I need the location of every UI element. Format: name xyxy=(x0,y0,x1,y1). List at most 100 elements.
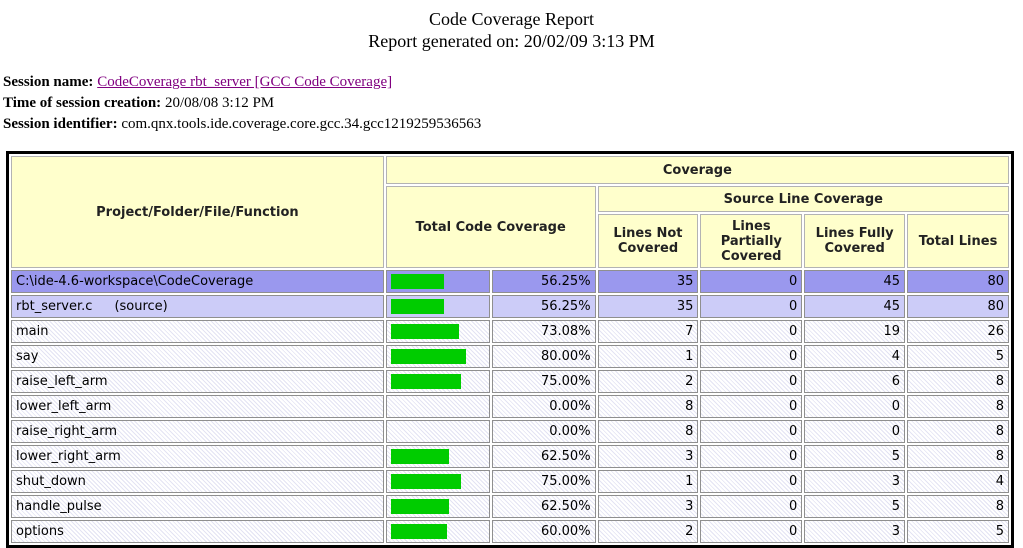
session-name-link[interactable]: CodeCoverage rbt_server [GCC Code Covera… xyxy=(97,74,393,90)
row-name-cell: raise_right_arm xyxy=(11,420,384,443)
table-row: options 60.00% 2 0 3 5 xyxy=(11,520,1009,543)
coverage-bar xyxy=(390,324,460,339)
lines-not-covered-cell: 3 xyxy=(597,495,699,518)
lines-not-covered-cell: 2 xyxy=(597,370,699,393)
row-name-text: raise_left_arm xyxy=(16,374,108,389)
row-name-text: rbt_server.c xyxy=(16,299,93,314)
coverage-bar-cell xyxy=(385,395,490,418)
column-header-total-lines: Total Lines xyxy=(907,214,1009,268)
total-lines-cell: 8 xyxy=(907,420,1009,443)
coverage-percent-cell: 75.00% xyxy=(491,370,596,393)
coverage-bar-cell xyxy=(385,320,490,343)
coverage-bar xyxy=(390,274,444,289)
row-name-cell: C:\ide-4.6-workspace\CodeCoverage xyxy=(11,270,384,293)
lines-partially-covered-cell: 0 xyxy=(700,395,803,418)
row-name-text: shut_down xyxy=(16,474,86,489)
row-name-cell: main xyxy=(11,320,384,343)
lines-partially-covered-cell: 0 xyxy=(700,420,803,443)
coverage-bar-cell xyxy=(385,470,490,493)
lines-fully-covered-cell: 3 xyxy=(804,470,906,493)
table-row: main 73.08% 7 0 19 26 xyxy=(11,320,1009,343)
session-name-line: Session name: CodeCoverage rbt_server [G… xyxy=(3,72,1023,93)
lines-fully-covered-cell: 45 xyxy=(804,295,906,318)
row-name-text: main xyxy=(16,324,49,339)
total-lines-cell: 80 xyxy=(907,270,1009,293)
lines-partially-covered-cell: 0 xyxy=(700,370,803,393)
total-lines-cell: 8 xyxy=(907,495,1009,518)
coverage-percent-cell: 62.50% xyxy=(491,445,596,468)
total-lines-cell: 5 xyxy=(907,345,1009,368)
coverage-table-header: Project/Folder/File/Function Coverage To… xyxy=(11,156,1009,268)
column-header-lines-partially-covered: Lines Partially Covered xyxy=(700,214,803,268)
total-lines-cell: 80 xyxy=(907,295,1009,318)
lines-fully-covered-cell: 0 xyxy=(804,420,906,443)
page-title: Code Coverage Report xyxy=(429,9,594,29)
coverage-bar xyxy=(390,349,466,364)
lines-fully-covered-cell: 5 xyxy=(804,445,906,468)
coverage-bar-cell xyxy=(385,420,490,443)
column-header-lines-not-covered: Lines Not Covered xyxy=(597,214,699,268)
lines-fully-covered-cell: 6 xyxy=(804,370,906,393)
coverage-percent-cell: 80.00% xyxy=(491,345,596,368)
coverage-bar xyxy=(390,524,448,539)
lines-fully-covered-cell: 5 xyxy=(804,495,906,518)
row-suffix-text: (source) xyxy=(114,299,168,314)
row-name-text: say xyxy=(16,349,39,364)
coverage-percent-cell: 73.08% xyxy=(491,320,596,343)
lines-not-covered-cell: 8 xyxy=(597,395,699,418)
coverage-bar xyxy=(390,449,450,464)
session-identifier-value: com.qnx.tools.ide.coverage.core.gcc.34.g… xyxy=(121,116,482,132)
table-row: lower_right_arm 62.50% 3 0 5 8 xyxy=(11,445,1009,468)
lines-partially-covered-cell: 0 xyxy=(700,470,803,493)
coverage-bar-cell xyxy=(385,370,490,393)
coverage-bar xyxy=(390,499,450,514)
table-row: handle_pulse 62.50% 3 0 5 8 xyxy=(11,495,1009,518)
session-creation-label: Time of session creation: xyxy=(3,95,162,111)
lines-not-covered-cell: 1 xyxy=(597,345,699,368)
row-name-cell: raise_left_arm xyxy=(11,370,384,393)
coverage-bar-cell xyxy=(385,345,490,368)
lines-not-covered-cell: 35 xyxy=(597,270,699,293)
coverage-percent-cell: 0.00% xyxy=(491,420,596,443)
session-creation-line: Time of session creation: 20/08/08 3:12 … xyxy=(3,93,1023,114)
lines-not-covered-cell: 3 xyxy=(597,445,699,468)
row-name-text: options xyxy=(16,524,64,539)
total-lines-cell: 5 xyxy=(907,520,1009,543)
coverage-bar-cell xyxy=(385,295,490,318)
table-row: raise_left_arm 75.00% 2 0 6 8 xyxy=(11,370,1009,393)
row-name-text: lower_left_arm xyxy=(16,399,112,414)
coverage-bar-cell xyxy=(385,520,490,543)
table-row: lower_left_arm 0.00% 8 0 0 8 xyxy=(11,395,1009,418)
row-name-cell: say xyxy=(11,345,384,368)
session-info: Session name: CodeCoverage rbt_server [G… xyxy=(3,72,1023,135)
table-row: shut_down 75.00% 1 0 3 4 xyxy=(11,470,1009,493)
session-creation-value: 20/08/08 3:12 PM xyxy=(164,95,275,111)
row-name-cell: lower_right_arm xyxy=(11,445,384,468)
coverage-bar xyxy=(390,374,462,389)
column-header-total-code-coverage: Total Code Coverage xyxy=(385,186,596,268)
coverage-percent-cell: 75.00% xyxy=(491,470,596,493)
lines-fully-covered-cell: 19 xyxy=(804,320,906,343)
total-lines-cell: 4 xyxy=(907,470,1009,493)
coverage-percent-cell: 56.25% xyxy=(491,270,596,293)
coverage-bar xyxy=(390,474,462,489)
column-header-project: Project/Folder/File/Function xyxy=(11,156,384,268)
table-row: rbt_server.c (source) 56.25% 35 0 45 80 xyxy=(11,295,1009,318)
row-name-text: C:\ide-4.6-workspace\CodeCoverage xyxy=(16,274,254,289)
session-identifier-line: Session identifier: com.qnx.tools.ide.co… xyxy=(3,114,1023,135)
row-name-cell: handle_pulse xyxy=(11,495,384,518)
lines-partially-covered-cell: 0 xyxy=(700,495,803,518)
lines-partially-covered-cell: 0 xyxy=(700,345,803,368)
row-name-text: handle_pulse xyxy=(16,499,102,514)
column-header-coverage: Coverage xyxy=(385,156,1009,184)
column-header-source-line-coverage: Source Line Coverage xyxy=(597,186,1009,212)
lines-fully-covered-cell: 45 xyxy=(804,270,906,293)
coverage-bar-cell xyxy=(385,445,490,468)
report-header: Code Coverage Report Report generated on… xyxy=(0,0,1023,52)
coverage-percent-cell: 62.50% xyxy=(491,495,596,518)
lines-fully-covered-cell: 0 xyxy=(804,395,906,418)
lines-partially-covered-cell: 0 xyxy=(700,295,803,318)
lines-fully-covered-cell: 4 xyxy=(804,345,906,368)
coverage-bar-cell xyxy=(385,270,490,293)
table-row: raise_right_arm 0.00% 8 0 0 8 xyxy=(11,420,1009,443)
